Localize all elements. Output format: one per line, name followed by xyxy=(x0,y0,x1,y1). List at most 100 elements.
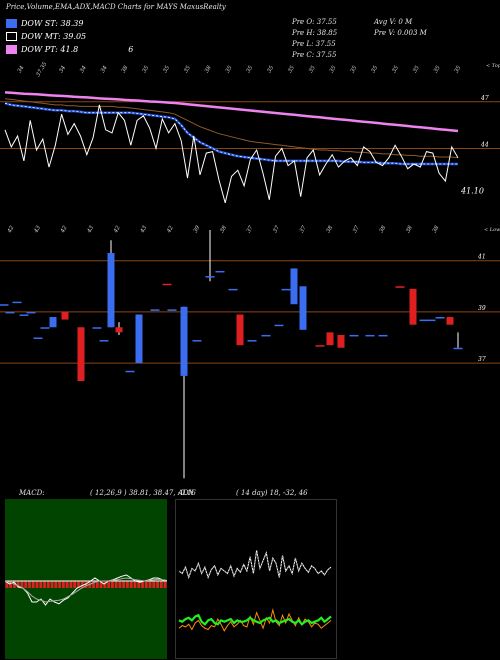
candle-body xyxy=(167,309,177,311)
adx-line-adx xyxy=(178,550,332,580)
macd-histogram-bar xyxy=(92,581,95,588)
candle-body xyxy=(453,347,463,350)
top-tick-label: 34 xyxy=(79,65,88,74)
legend-swatch-pt xyxy=(6,45,17,54)
macd-line-signal xyxy=(5,577,167,603)
candle-body xyxy=(274,324,284,327)
candle-body xyxy=(247,340,257,342)
price-chart: 34 37.35 34 34 34 38 35 35 35 38 35 35 35 35 35 35 35 35 3… xyxy=(0,61,500,479)
top-tick-label: 35 xyxy=(433,65,442,74)
series-line-ema-long xyxy=(4,91,459,133)
price-axis-label: 41.10 xyxy=(460,187,484,196)
series-line-ema-mid xyxy=(4,98,459,159)
top-tick-label: 35 xyxy=(350,65,359,74)
candle-body xyxy=(92,327,102,329)
tops-label: < Tops xyxy=(486,63,500,69)
candle-body xyxy=(33,337,43,339)
bottom-tick-label: 42 xyxy=(113,225,122,235)
legend: DOW ST: 38.39 DOW MT: 39.05 DOW PT: 41.8… xyxy=(6,17,133,56)
legend-item-dow-pt: DOW PT: 41.8 6 xyxy=(6,43,133,56)
bottom-tick-label: 38 xyxy=(432,225,441,234)
candle-body xyxy=(446,317,454,325)
top-tick-label: 35 xyxy=(308,65,317,74)
macd-histogram-bar xyxy=(141,581,144,588)
top-tick-label: 35 xyxy=(287,65,296,74)
candle-body xyxy=(236,314,244,346)
bottom-tick-label: 42 xyxy=(6,225,15,235)
bottom-tick-label: 38 xyxy=(326,225,335,234)
candle-axis-label: 39 xyxy=(478,305,486,312)
macd-histogram-bar xyxy=(5,581,9,588)
candle-body xyxy=(261,334,271,337)
candle-body xyxy=(115,327,123,333)
bottom-tick-label: 37 xyxy=(352,225,361,234)
macd-histogram-bar xyxy=(148,581,152,588)
legend-swatch-mt xyxy=(6,32,17,41)
top-tick-label: 38 xyxy=(121,65,130,74)
top-tick-label: 35 xyxy=(454,65,463,74)
macd-histogram-bar xyxy=(118,581,122,588)
macd-histogram-bar xyxy=(43,581,46,588)
macd-histogram-bar xyxy=(20,581,24,588)
candle-body xyxy=(107,253,115,328)
adx-title: ADX xyxy=(178,489,194,497)
candle-body xyxy=(395,286,405,288)
candle-body xyxy=(337,334,345,348)
candle-body xyxy=(26,311,36,314)
candle-body xyxy=(125,370,135,373)
candle-body xyxy=(49,317,57,328)
macd-histogram-bar xyxy=(129,581,133,588)
candle-body xyxy=(40,327,50,329)
macd-histogram-bar xyxy=(39,581,43,588)
series-line-close xyxy=(4,104,459,204)
macd-histogram-bar xyxy=(46,581,50,588)
candle-body xyxy=(419,319,429,322)
candle-body xyxy=(5,311,15,314)
candle-axis-label: 37 xyxy=(478,356,486,363)
candle-body xyxy=(281,288,291,291)
candle-body xyxy=(162,283,172,286)
macd-histogram-bar xyxy=(24,581,28,588)
adx-line-inner xyxy=(178,550,332,579)
macd-histogram-bar xyxy=(9,581,13,588)
candle-body xyxy=(99,340,109,342)
legend-swatch-st xyxy=(6,19,17,28)
bottom-tick-label: 38 xyxy=(379,225,388,234)
macd-histogram-bar xyxy=(58,581,62,588)
stats-right: Avg V: 0 M Pre V: 0.003 M xyxy=(374,18,427,37)
macd-title: MACD: xyxy=(19,489,45,497)
candle-body xyxy=(19,314,29,316)
candle-axis-label: 41 xyxy=(477,254,486,261)
macd-histogram-bar xyxy=(50,581,54,588)
price-axis-label: 44 xyxy=(480,141,489,148)
bottom-tick-label: 43 xyxy=(139,225,148,235)
macd-histogram-bar xyxy=(110,581,114,588)
macd-histogram-bar xyxy=(16,581,20,588)
macd-histogram-bar xyxy=(126,581,129,588)
macd-chart xyxy=(5,499,167,659)
bottom-tick-label: 37 xyxy=(246,225,255,234)
macd-histogram-bar xyxy=(144,581,148,588)
bottom-tick-label: 42 xyxy=(166,225,175,235)
bottom-tick-label: 38 xyxy=(405,225,414,234)
macd-params: ( 12,26,9 ) 38.81, 38.47, -0.16 xyxy=(90,489,196,497)
price-axis-label: 47 xyxy=(480,95,489,102)
candle-body xyxy=(299,286,307,330)
candle-body xyxy=(326,332,334,346)
macd-histogram-bar xyxy=(133,581,137,588)
candle-body xyxy=(205,276,215,278)
candle-body xyxy=(290,268,298,305)
adx-line-minus xyxy=(178,608,332,632)
candle-body xyxy=(12,301,22,304)
macd-histogram-bar xyxy=(35,581,39,588)
top-tick-label: 37.35 xyxy=(35,61,48,78)
legend-extra: 6 xyxy=(128,45,134,54)
macd-histogram-bar xyxy=(77,581,80,588)
candle-body xyxy=(315,345,325,347)
bottom-tick-label: 43 xyxy=(33,225,42,235)
macd-histogram-bar xyxy=(122,581,126,588)
candle-body xyxy=(426,319,436,322)
candle-body xyxy=(0,304,9,306)
candle-body xyxy=(135,314,143,364)
top-tick-label: 35 xyxy=(329,65,338,74)
